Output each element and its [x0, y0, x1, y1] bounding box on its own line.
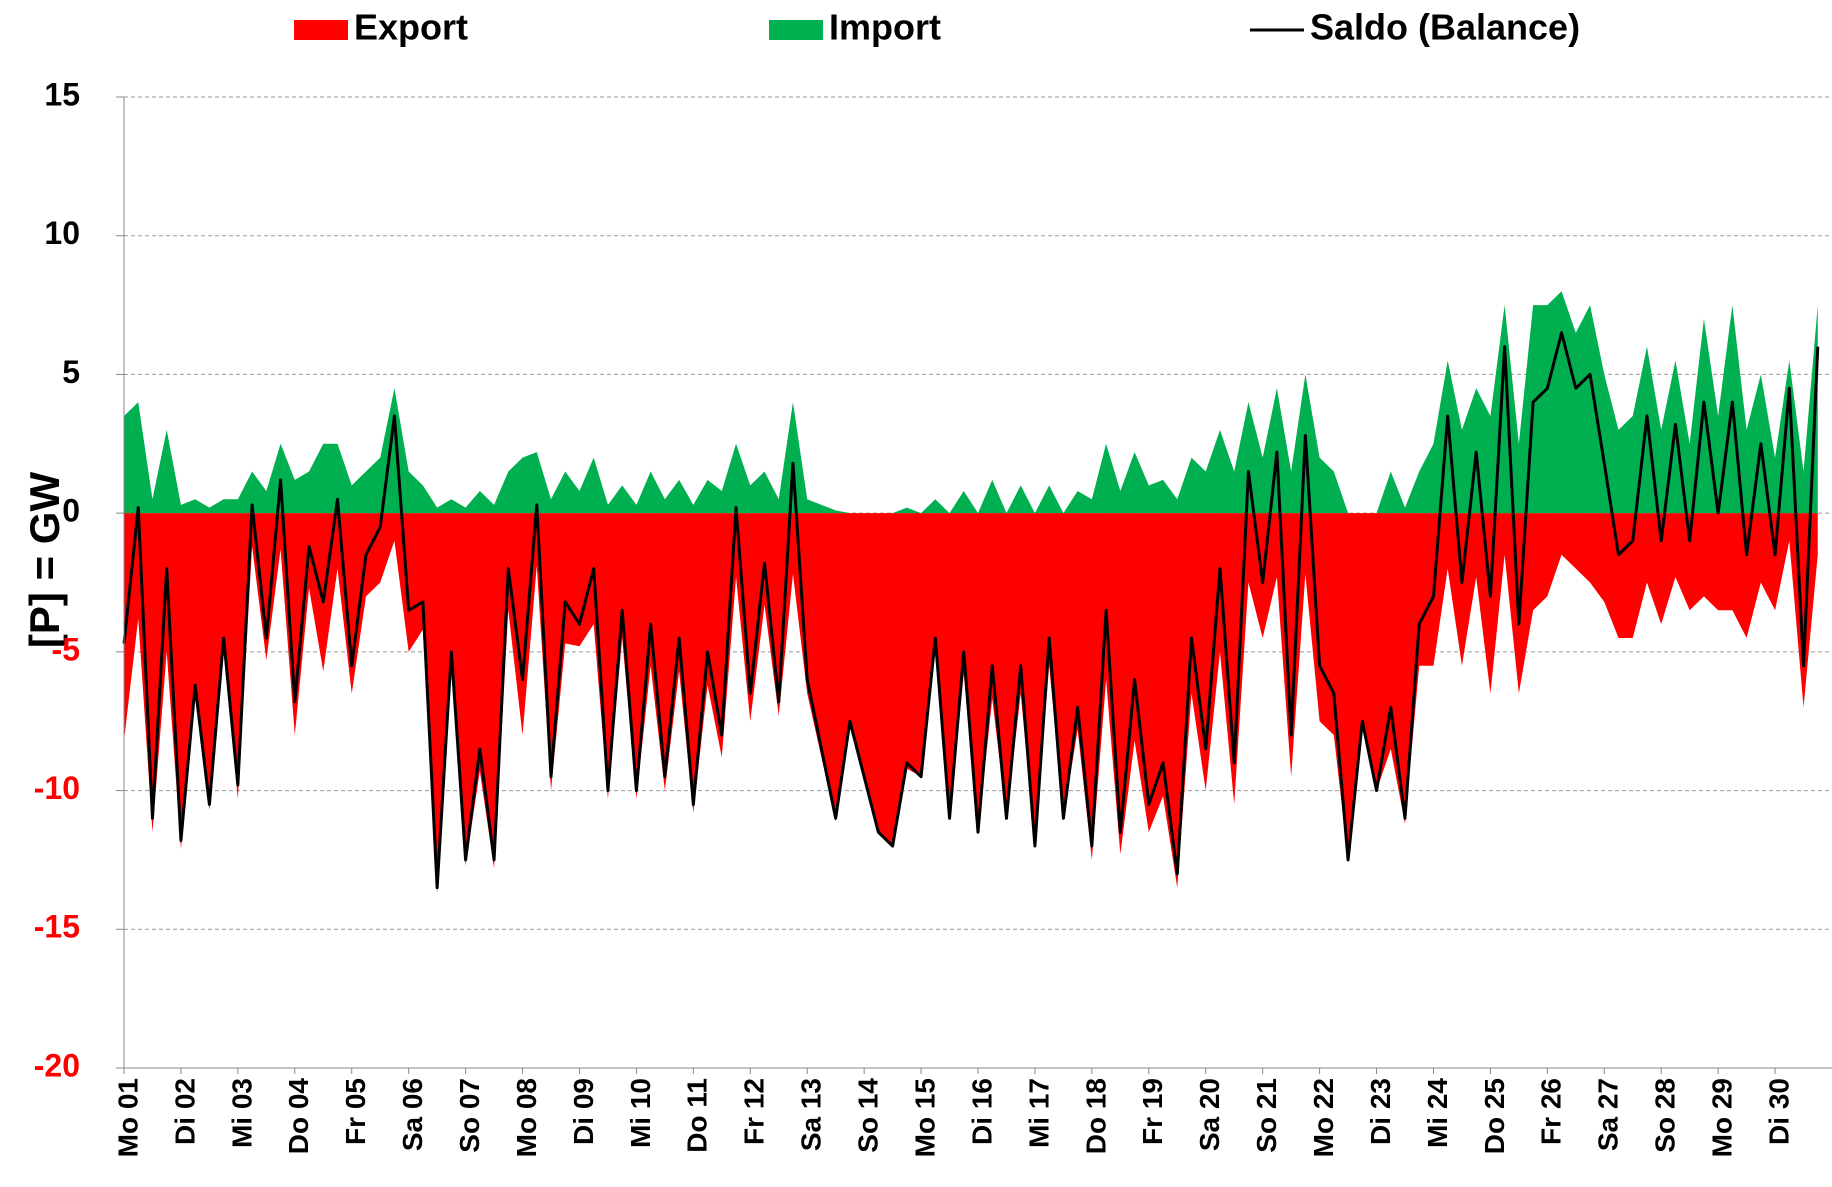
x-tick-label: Do 18 [1080, 1078, 1111, 1154]
legend-label: Export [354, 7, 468, 48]
x-tick-label: Mo 15 [909, 1078, 940, 1157]
area [124, 291, 1818, 514]
x-tick-label: Mi 03 [226, 1078, 257, 1148]
x-tick-label: Fr 19 [1137, 1078, 1168, 1145]
x-tick-label: Mi 17 [1023, 1078, 1054, 1148]
x-tick-label: Mo 08 [511, 1078, 542, 1157]
x-tick-label: Sa 13 [796, 1078, 827, 1151]
y-tick-label: -10 [34, 770, 80, 806]
x-tick-label: Mo 01 [112, 1078, 143, 1157]
x-tick-label: Fr 05 [340, 1078, 371, 1145]
x-tick-label: Do 04 [283, 1078, 314, 1155]
legend-label: Saldo (Balance) [1310, 7, 1580, 48]
line [122, 331, 1820, 890]
x-tick-label: So 21 [1251, 1078, 1282, 1153]
x-tick-label: Di 16 [966, 1078, 997, 1145]
y-tick-label: 15 [44, 76, 80, 112]
legend-swatch [294, 20, 348, 40]
x-tick-label: Sa 20 [1194, 1078, 1225, 1151]
x-tick-label: Di 23 [1365, 1078, 1396, 1145]
y-tick-label: -5 [52, 631, 80, 667]
x-tick-label: Fr 12 [739, 1078, 770, 1145]
y-axis-label: [P] = GW [21, 472, 68, 649]
x-tick-label: So 28 [1650, 1078, 1681, 1153]
x-tick-label: Sa 27 [1593, 1078, 1624, 1151]
x-tick-label: Sa 06 [397, 1078, 428, 1151]
x-tick-label: Do 25 [1479, 1078, 1510, 1154]
x-tick-label: Di 09 [568, 1078, 599, 1145]
y-tick-label: 5 [62, 354, 80, 390]
x-tick-label: Do 11 [682, 1078, 713, 1153]
x-tick-label: Mo 22 [1308, 1078, 1339, 1157]
area [124, 513, 1818, 894]
x-tick-label: So 07 [454, 1078, 485, 1153]
x-tick-label: Di 02 [169, 1078, 200, 1145]
x-tick-label: Mi 24 [1422, 1078, 1453, 1148]
x-tick-label: Mi 10 [625, 1078, 656, 1148]
y-tick-label: 0 [62, 493, 80, 529]
y-tick-label: -15 [34, 909, 80, 945]
y-tick-label: -20 [34, 1047, 80, 1083]
x-tick-label: Di 30 [1763, 1078, 1794, 1145]
legend-swatch [769, 20, 823, 40]
x-tick-label: Fr 26 [1536, 1078, 1567, 1145]
x-tick-label: Mo 29 [1707, 1078, 1738, 1157]
x-tick-label: So 14 [853, 1078, 884, 1153]
y-tick-label: 10 [44, 215, 80, 251]
legend-label: Import [829, 7, 941, 48]
